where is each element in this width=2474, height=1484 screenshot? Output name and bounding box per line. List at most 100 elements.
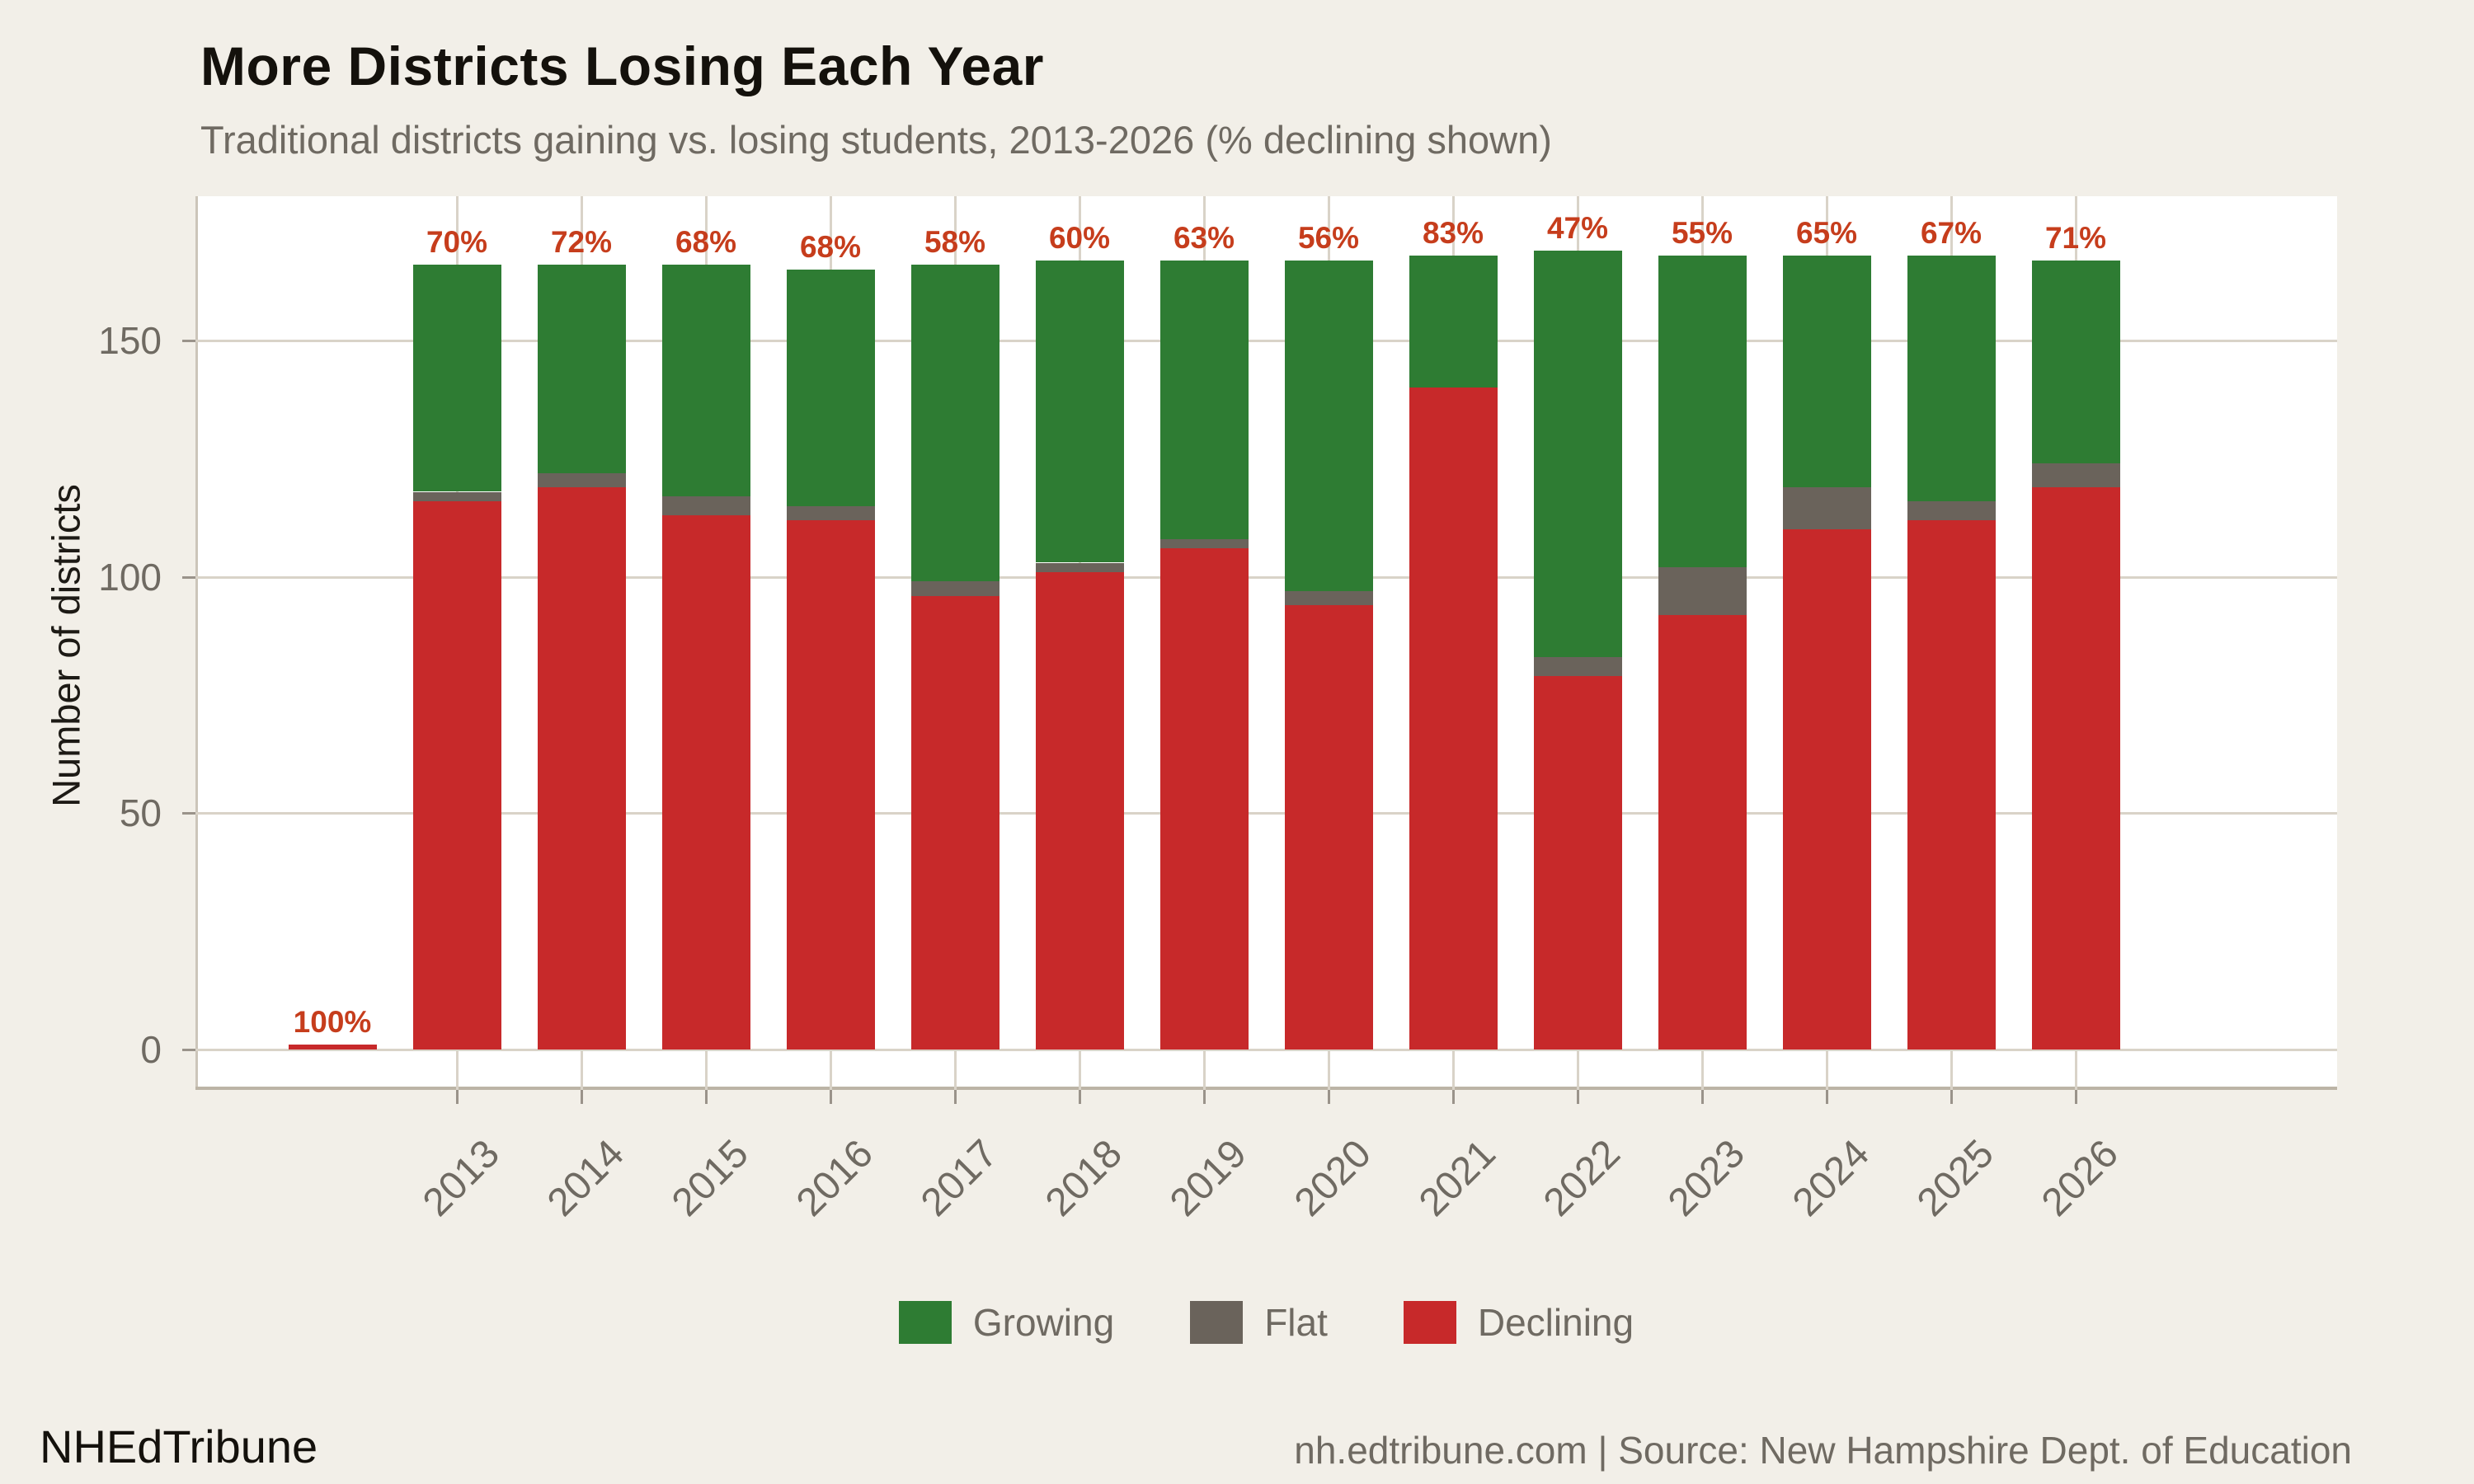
growing-bar-segment bbox=[786, 270, 875, 506]
x-axis-tick-label: 2023 bbox=[1660, 1131, 1754, 1225]
declining-bar-segment bbox=[1284, 605, 1373, 1050]
legend-item-declining: Declining bbox=[1403, 1300, 1634, 1345]
gridline-horizontal bbox=[195, 1049, 2337, 1051]
declining-bar-segment bbox=[1533, 676, 1622, 1050]
gridline-horizontal bbox=[195, 812, 2337, 815]
legend-swatch-growing bbox=[898, 1301, 952, 1344]
x-axis-tick-label: 2020 bbox=[1286, 1131, 1380, 1225]
legend-swatch-flat bbox=[1190, 1301, 1244, 1344]
x-axis-tick-label: 2015 bbox=[664, 1131, 758, 1225]
y-axis-title: Number of districts bbox=[44, 484, 88, 807]
declining-percent-label: 68% bbox=[799, 230, 862, 265]
source-attribution: nh.edtribune.com | Source: New Hampshire… bbox=[1294, 1429, 2352, 1472]
declining-bar-segment bbox=[786, 519, 875, 1050]
growing-bar-segment bbox=[1159, 260, 1249, 539]
declining-percent-label: 55% bbox=[1671, 215, 1733, 250]
declining-percent-label: 83% bbox=[1422, 215, 1484, 250]
x-axis-tick bbox=[1203, 1090, 1206, 1104]
x-axis-tick-label: 2016 bbox=[788, 1131, 882, 1225]
legend-label: Flat bbox=[1264, 1301, 1328, 1344]
y-axis-tick bbox=[182, 812, 195, 815]
growing-bar-segment bbox=[661, 265, 750, 497]
x-axis-tick bbox=[456, 1090, 459, 1104]
growing-bar-segment bbox=[537, 265, 626, 473]
declining-percent-label: 72% bbox=[550, 225, 613, 260]
declining-percent-label: 63% bbox=[1173, 220, 1235, 255]
growing-bar-segment bbox=[2031, 260, 2120, 464]
flat-bar-segment bbox=[910, 581, 999, 596]
declining-bar-segment bbox=[1159, 548, 1249, 1050]
flat-bar-segment bbox=[2031, 463, 2120, 487]
y-axis-tick-label: 0 bbox=[140, 1028, 162, 1071]
declining-percent-label: 71% bbox=[2044, 220, 2107, 255]
growing-bar-segment bbox=[1035, 260, 1124, 563]
legend-label: Growing bbox=[972, 1301, 1115, 1344]
x-axis-tick-label: 2022 bbox=[1536, 1131, 1630, 1225]
x-axis-tick bbox=[581, 1090, 583, 1104]
x-axis-tick-label: 2018 bbox=[1037, 1131, 1131, 1225]
declining-percent-label: 67% bbox=[1920, 215, 1982, 250]
flat-bar-segment bbox=[1533, 657, 1622, 677]
flat-bar-segment bbox=[1159, 538, 1249, 549]
growing-bar-segment bbox=[1533, 251, 1622, 658]
x-axis-tick bbox=[1328, 1090, 1330, 1104]
legend: Growing Flat Declining bbox=[195, 1301, 2337, 1344]
x-axis-tick-label: 2025 bbox=[1909, 1131, 2003, 1225]
flat-bar-segment bbox=[412, 491, 501, 501]
x-axis-tick-label: 2026 bbox=[2034, 1131, 2128, 1225]
declining-bar-segment bbox=[1658, 614, 1747, 1050]
declining-percent-label: 65% bbox=[1795, 215, 1858, 250]
growing-bar-segment bbox=[910, 265, 999, 582]
x-axis-tick-label: 2019 bbox=[1162, 1131, 1256, 1225]
growing-bar-segment bbox=[1409, 255, 1498, 388]
flat-bar-segment bbox=[661, 496, 750, 516]
x-axis-tick bbox=[1950, 1090, 1953, 1104]
declining-bar-segment bbox=[910, 595, 999, 1050]
gridline-horizontal bbox=[195, 575, 2337, 579]
x-axis-tick bbox=[1452, 1090, 1455, 1104]
flat-bar-segment bbox=[537, 472, 626, 487]
flat-bar-segment bbox=[1658, 567, 1747, 615]
x-axis-tick-label: 2021 bbox=[1411, 1131, 1505, 1225]
x-axis-tick bbox=[705, 1090, 708, 1104]
chart-title: More Districts Losing Each Year bbox=[200, 35, 1044, 96]
declining-percent-label: 58% bbox=[924, 225, 986, 260]
y-axis-tick bbox=[182, 1049, 195, 1051]
declining-bar-segment bbox=[1907, 519, 1996, 1050]
x-axis-tick bbox=[1826, 1090, 1828, 1104]
x-axis-tick bbox=[1577, 1090, 1579, 1104]
legend-item-growing: Growing bbox=[898, 1300, 1115, 1345]
y-axis-tick bbox=[182, 340, 195, 343]
x-axis-tick-label: 2024 bbox=[1785, 1131, 1879, 1225]
y-axis-tick bbox=[182, 575, 195, 579]
declining-bar-segment bbox=[288, 1045, 377, 1050]
x-axis-tick bbox=[830, 1090, 832, 1104]
y-axis-line bbox=[195, 196, 198, 1090]
declining-bar-segment bbox=[412, 500, 501, 1050]
legend-label: Declining bbox=[1477, 1301, 1634, 1344]
y-axis-tick-label: 50 bbox=[119, 791, 162, 835]
growing-bar-segment bbox=[1782, 255, 1871, 487]
growing-bar-segment bbox=[1658, 255, 1747, 568]
x-axis-tick-label: 2013 bbox=[415, 1131, 509, 1225]
y-axis-tick-label: 100 bbox=[98, 555, 162, 599]
flat-bar-segment bbox=[1782, 486, 1871, 530]
y-axis-tick-label: 150 bbox=[98, 319, 162, 363]
declining-bar-segment bbox=[1409, 387, 1498, 1050]
x-axis-tick bbox=[2075, 1090, 2077, 1104]
x-axis-line bbox=[195, 1087, 2337, 1090]
declining-percent-label: 56% bbox=[1297, 220, 1360, 255]
x-axis-tick bbox=[954, 1090, 957, 1104]
declining-bar-segment bbox=[661, 515, 750, 1050]
legend-item-flat: Flat bbox=[1190, 1300, 1328, 1345]
declining-bar-segment bbox=[2031, 486, 2120, 1050]
growing-bar-segment bbox=[1907, 255, 1996, 501]
x-axis-tick bbox=[1079, 1090, 1081, 1104]
x-axis-tick-label: 2017 bbox=[913, 1131, 1007, 1225]
chart-subtitle: Traditional districts gaining vs. losing… bbox=[200, 118, 1552, 162]
gridline-horizontal bbox=[195, 340, 2337, 343]
growing-bar-segment bbox=[1284, 260, 1373, 591]
declining-percent-label: 70% bbox=[426, 225, 488, 260]
brand-logo-text: NHEdTribune bbox=[40, 1421, 318, 1472]
